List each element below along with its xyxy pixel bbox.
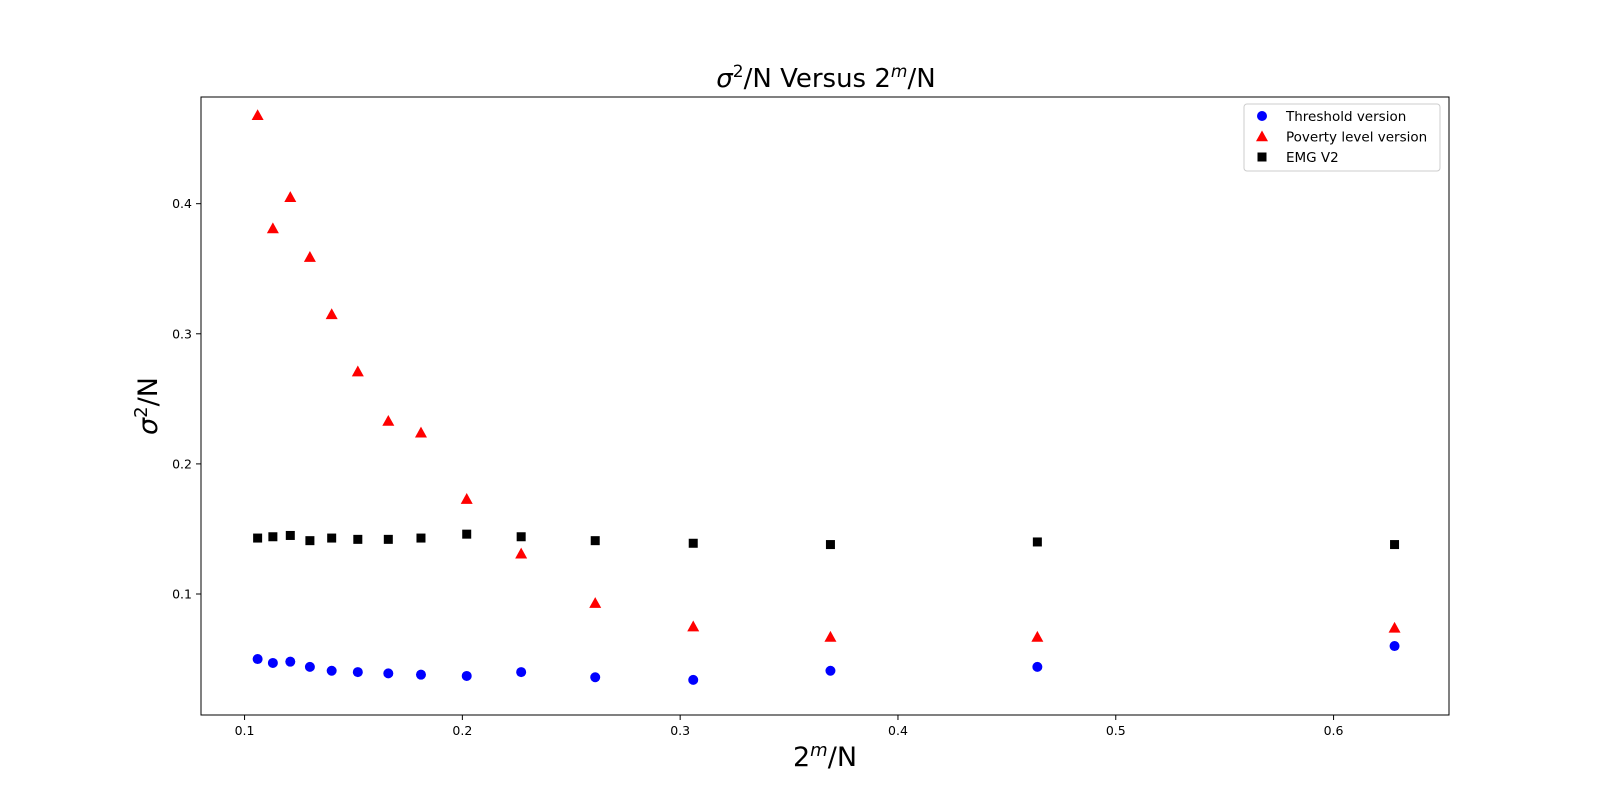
square-point: [305, 536, 315, 546]
x-tick-label: 0.3: [670, 723, 690, 738]
square-point: [353, 534, 363, 544]
x-axis-title-exponent: m: [810, 740, 828, 761]
y-axis-title: σ2/N: [131, 377, 165, 435]
square-point: [462, 529, 472, 539]
legend-entry-label: EMG V2: [1286, 150, 1339, 166]
y-axis-title-sigma: σ: [133, 417, 164, 435]
circle-point: [1032, 661, 1043, 672]
circle-point: [267, 657, 278, 668]
square-point: [516, 532, 526, 542]
x-tick-label: 0.6: [1324, 723, 1344, 738]
triangle-point: [414, 426, 427, 438]
triangle-point: [687, 620, 700, 632]
triangle-point: [351, 365, 364, 377]
square-point: [416, 533, 426, 543]
triangle-point: [284, 191, 297, 202]
square-point: [825, 540, 835, 550]
circle-point: [352, 667, 363, 678]
y-tick-label: 0.2: [172, 456, 192, 471]
triangle-point: [325, 308, 338, 320]
legend-box: [1243, 103, 1441, 172]
triangle-point: [589, 597, 602, 608]
title-middle: /N Versus 2: [744, 64, 891, 94]
legend-triangle-marker: [1256, 130, 1268, 142]
x-tick-label: 0.2: [452, 723, 472, 738]
title-sigma: σ: [716, 64, 734, 94]
chart-title: σ2/N Versus 2m/N: [716, 62, 935, 94]
legend-circle-marker: [1257, 111, 1267, 121]
x-axis-title-base: 2: [793, 742, 810, 773]
square-point: [327, 533, 337, 543]
circle-point: [516, 667, 527, 678]
legend: Threshold version Poverty level version EM…: [1243, 103, 1441, 172]
square-point: [590, 536, 600, 546]
x-tick-label: 0.5: [1106, 723, 1126, 738]
triangle-point: [1031, 630, 1044, 642]
triangle-point: [1388, 621, 1401, 633]
triangle-point: [515, 547, 528, 559]
triangle-point: [824, 630, 837, 642]
circle-point: [326, 665, 337, 676]
triangle-point: [251, 109, 264, 121]
square-point: [383, 534, 393, 544]
y-axis: 0.1 0.2 0.3 0.4: [172, 196, 201, 602]
square-point: [1032, 537, 1042, 547]
triangle-point: [460, 493, 473, 504]
series-square: [253, 529, 1400, 550]
legend-square-marker: [1257, 152, 1267, 162]
circle-point: [1389, 641, 1400, 652]
circle-point: [590, 672, 601, 683]
circle-point: [415, 669, 426, 680]
series-triangle: [251, 109, 1401, 642]
x-tick-label: 0.1: [235, 723, 255, 738]
square-point: [688, 538, 698, 548]
y-tick-label: 0.1: [172, 587, 192, 602]
circle-point: [825, 665, 836, 676]
y-axis-title-end: /N: [133, 377, 164, 406]
x-axis-title: 2m/N: [793, 740, 857, 774]
title-sigma-exponent: 2: [733, 62, 744, 82]
y-tick-label: 0.4: [172, 196, 192, 211]
legend-entry-label: Threshold version: [1285, 109, 1406, 125]
square-point: [1390, 540, 1400, 550]
plot-area-frame: [200, 96, 1450, 716]
x-axis-title-end: /N: [828, 742, 857, 773]
square-point: [253, 533, 263, 543]
circle-point: [461, 670, 472, 681]
circle-point: [252, 654, 263, 665]
square-point: [268, 532, 278, 542]
circle-point: [688, 674, 699, 685]
series-circle: [252, 641, 1400, 685]
title-end: /N: [907, 64, 935, 94]
circle-point: [304, 661, 315, 672]
data-points: [251, 109, 1401, 685]
circle-point: [285, 656, 296, 667]
y-axis-title-exponent: 2: [131, 406, 152, 417]
square-point: [285, 530, 295, 540]
circle-point: [383, 668, 394, 679]
x-axis: 0.1 0.2 0.3 0.4 0.5 0.6: [235, 715, 1344, 738]
y-tick-label: 0.3: [172, 326, 192, 341]
title-m-exponent: m: [891, 62, 908, 82]
triangle-point: [303, 251, 316, 262]
triangle-point: [266, 222, 279, 234]
legend-entry-label: Poverty level version: [1286, 130, 1427, 146]
x-tick-label: 0.4: [888, 723, 908, 738]
triangle-point: [382, 414, 395, 426]
